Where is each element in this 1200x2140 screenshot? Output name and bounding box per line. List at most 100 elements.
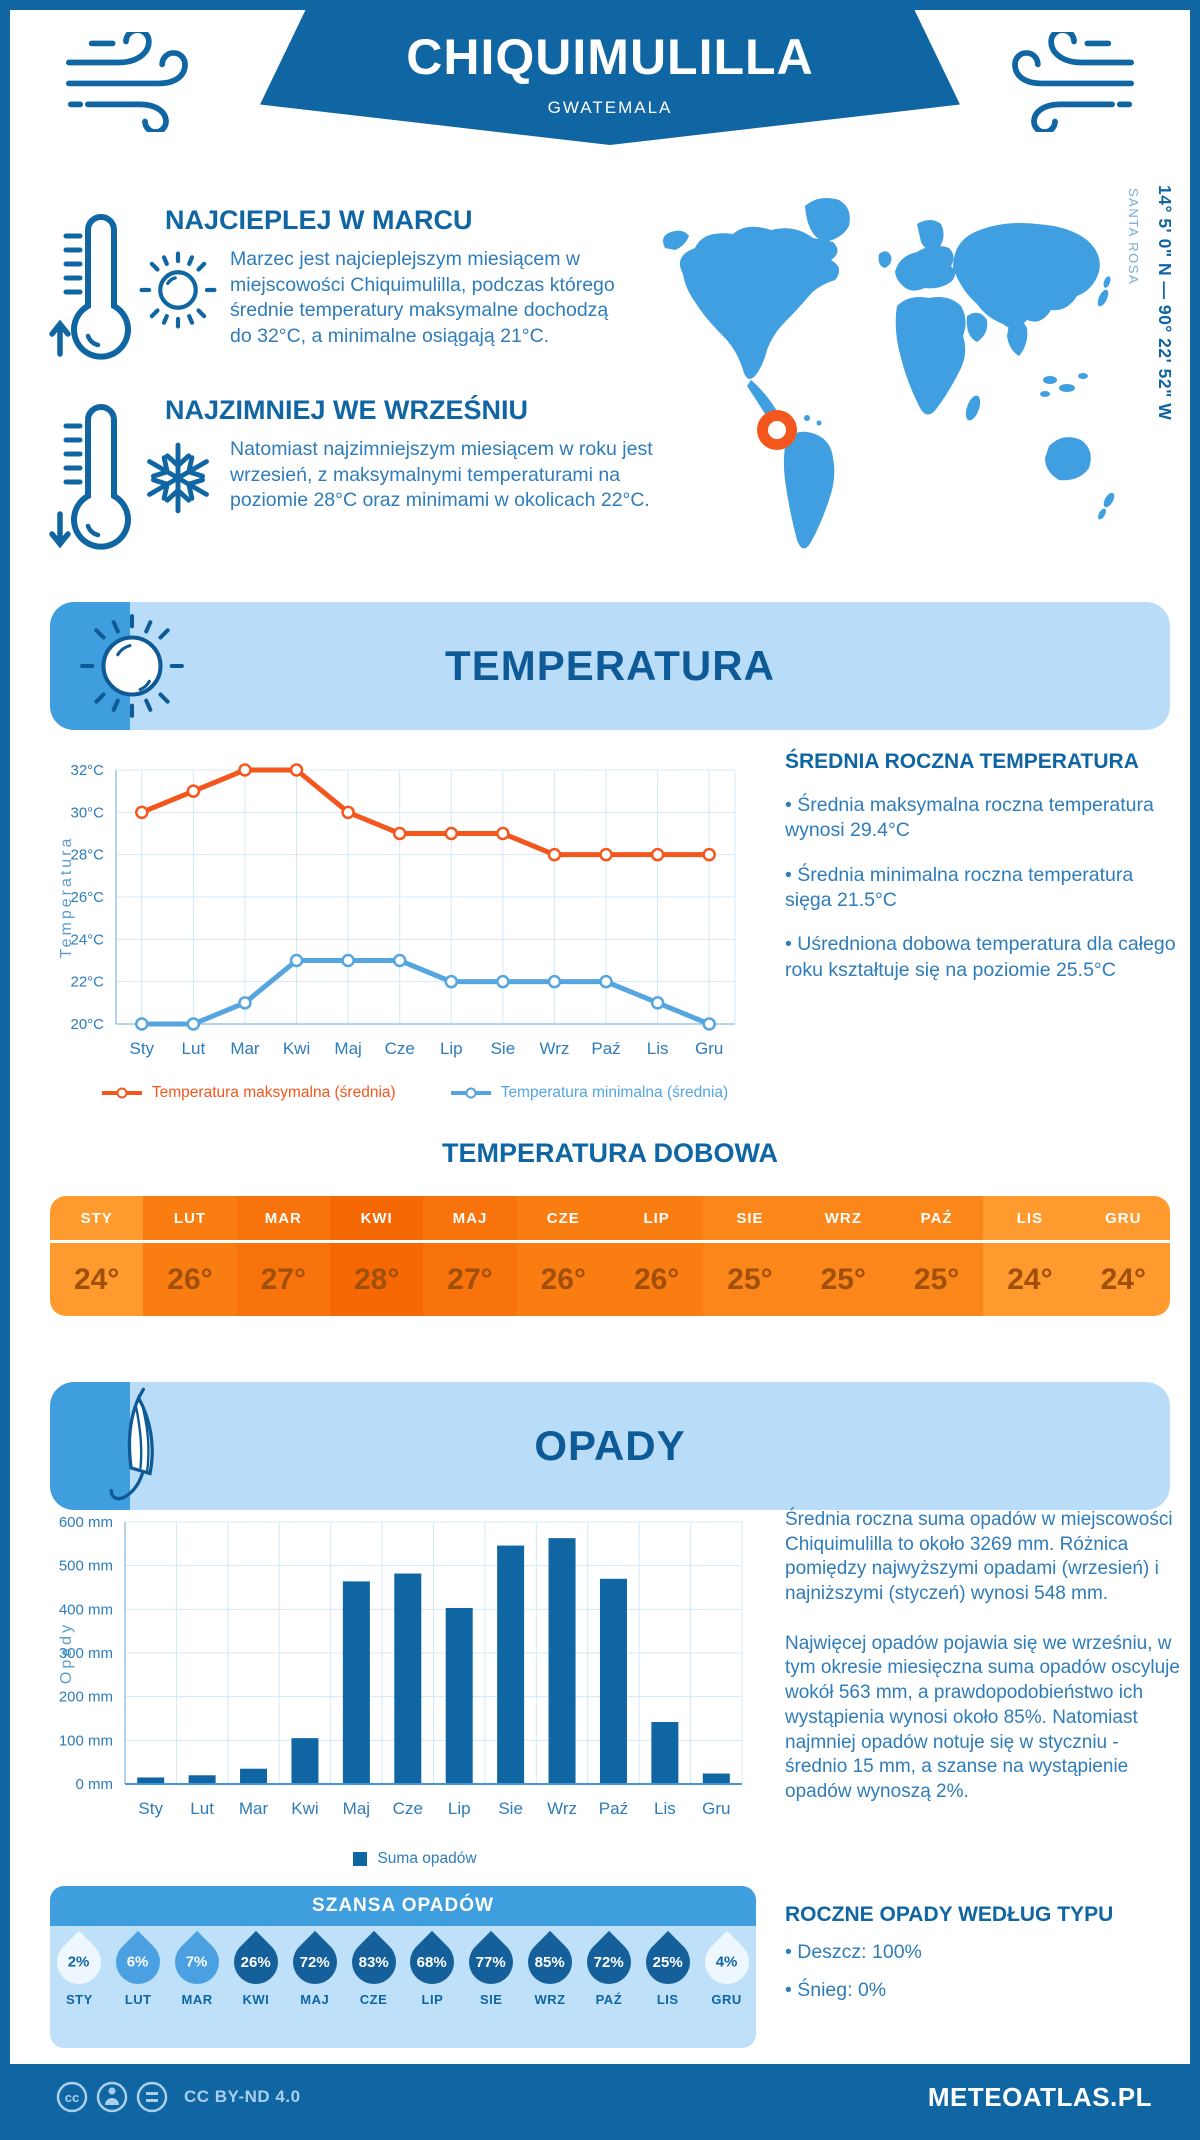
chance-slot: 2% STY (48, 1926, 111, 2048)
daily-temp-value: 24° (1007, 1262, 1053, 1296)
daily-temp-month: WRZ (796, 1196, 890, 1243)
annual-temperature-panel: ŚREDNIA ROCZNA TEMPERATURA • Średnia mak… (785, 750, 1180, 983)
chance-month: LIP (421, 1992, 444, 2007)
bar (342, 1581, 370, 1784)
droplet-icon: 68% (401, 1930, 464, 1994)
svg-text:Mar: Mar (239, 1799, 269, 1818)
svg-text:0 mm: 0 mm (76, 1776, 114, 1793)
bar (445, 1608, 473, 1784)
wind-icon (65, 32, 188, 132)
precipitation-chart-legend: Suma opadów (55, 1850, 775, 1868)
daily-temp-value: 24° (73, 1262, 120, 1296)
precipitation-chance-drops: 2% STY 6% LUT 7% MAR 26% KWI 72% MAJ 83%… (48, 1926, 758, 2048)
thermometer-up-icon (49, 214, 131, 360)
svg-text:Cze: Cze (393, 1799, 423, 1818)
droplet-icon: 72% (577, 1930, 640, 1994)
svg-text:Lut: Lut (182, 1039, 206, 1058)
license-label: CC BY-ND 4.0 (184, 2087, 301, 2106)
highlight-cold-heading: NAJZIMNIEJ WE WRZEŚNIU (165, 395, 529, 425)
svg-text:Kwi: Kwi (291, 1799, 318, 1818)
daily-temp-column: LIS 24° (983, 1196, 1077, 1316)
daily-temp-value: 26° (167, 1262, 213, 1296)
svg-text:Wrz: Wrz (540, 1039, 570, 1058)
daily-temp-month: MAJ (423, 1196, 517, 1243)
daily-temperature-heading: TEMPERATURA DOBOWA (442, 1138, 778, 1168)
daily-temp-column: LUT 26° (143, 1196, 237, 1316)
daily-temp-column: SIE 25° (703, 1196, 797, 1316)
chance-slot: 77% SIE (460, 1926, 523, 2048)
page-title: CHIQUIMULILLA (406, 29, 814, 85)
chance-slot: 83% CZE (342, 1926, 405, 2048)
precipitation-section-banner: OPADY (50, 1382, 1170, 1510)
type-bullet: • Śnieg: 0% (785, 1979, 887, 2002)
chance-slot: 7% MAR (165, 1926, 229, 2048)
daily-temp-column: CZE 26° (516, 1196, 610, 1316)
daily-temp-month: MAR (236, 1196, 330, 1243)
snowflake-icon (147, 442, 209, 514)
precipitation-paragraph: Średnia roczna suma opadów w miejscowośc… (785, 1509, 1173, 1605)
svg-text:Mar: Mar (230, 1039, 260, 1058)
site-label: METEOATLAS.PL (927, 2081, 1152, 2112)
chance-value: 68% (417, 1953, 448, 1971)
precipitation-section-title: OPADY (534, 1422, 686, 1469)
daily-temp-value: 25° (727, 1262, 773, 1296)
chance-month: CZE (359, 1992, 388, 2007)
daily-temp-column: STY 24° (50, 1196, 144, 1316)
header-banner: CHIQUIMULILLA GWATEMALA (260, 10, 960, 145)
chance-slot: 68% LIP (401, 1926, 464, 2048)
droplet-icon: 25% (636, 1930, 699, 1994)
chance-month: GRU (711, 1992, 742, 2007)
chance-month: LUT (124, 1992, 152, 2007)
bar (394, 1573, 422, 1784)
precipitation-paragraph: Najwięcej opadów pojawia się we wrześniu… (785, 1632, 1180, 1802)
highlight-cold-text: Natomiast najzimniejszym miesiącem w rok… (230, 438, 653, 512)
chance-month: PAŹ (595, 1992, 623, 2007)
precipitation-chance-panel: SZANSA OPADÓW 2% STY 6% LUT 7% MAR 26% K… (48, 1886, 758, 2048)
droplet-icon: 26% (224, 1930, 288, 1994)
chance-month: WRZ (534, 1992, 566, 2007)
cc-license-icons: cc (56, 2081, 168, 2113)
umbrella-icon (109, 1387, 154, 1501)
chance-value: 6% (127, 1953, 150, 1971)
svg-text:Lip: Lip (448, 1799, 471, 1818)
chance-value: 83% (358, 1953, 389, 1971)
annual-temperature-heading: ŚREDNIA ROCZNA TEMPERATURA (785, 750, 1139, 773)
daily-temp-value: 27° (260, 1262, 306, 1296)
svg-text:Kwi: Kwi (283, 1039, 310, 1058)
temperature-chart: 20°C 22°C 24°C 26°C 28°C 30°C 32°C Sty Lut Mar Kwi… (58, 762, 736, 1058)
bar (137, 1777, 165, 1784)
droplet-icon: 6% (107, 1930, 170, 1994)
chance-month: MAR (181, 1992, 213, 2007)
svg-text:Paź: Paź (599, 1799, 628, 1818)
precipitation-text-panel: Średnia roczna suma opadów w miejscowośc… (785, 1508, 1185, 1805)
sun-icon (80, 614, 184, 718)
svg-text:26°C: 26°C (70, 889, 104, 906)
legend-line-swatch (101, 1087, 142, 1099)
svg-text:Paź: Paź (591, 1039, 620, 1058)
daily-temp-column: MAR 27° (236, 1196, 330, 1316)
droplet-icon: 2% (48, 1930, 111, 1994)
svg-text:Lip: Lip (440, 1039, 463, 1058)
chance-slot: 85% WRZ (518, 1926, 582, 2048)
svg-text:24°C: 24°C (70, 931, 104, 948)
legend-item: Temperatura minimalna (średnia) (450, 1084, 728, 1102)
svg-text:cc: cc (65, 2090, 79, 2105)
legend-item: Temperatura maksymalna (średnia) (101, 1084, 396, 1102)
highlight-warm-heading: NAJCIEPLEJ W MARCU (165, 205, 473, 235)
svg-text:20°C: 20°C (70, 1016, 104, 1033)
bar (291, 1738, 319, 1784)
chance-slot: 6% LUT (107, 1926, 170, 2048)
chance-value: 25% (652, 1953, 683, 1971)
chance-value: 85% (535, 1953, 566, 1971)
chance-month: SIE (479, 1992, 503, 2007)
daily-temp-month: LIP (609, 1196, 704, 1243)
chance-slot: 25% LIS (636, 1926, 699, 2048)
daily-temp-month: CZE (516, 1196, 610, 1243)
daily-temp-month: PAŹ (889, 1196, 984, 1243)
svg-text:400 mm: 400 mm (59, 1601, 113, 1618)
svg-text:Gru: Gru (702, 1799, 730, 1818)
region-label: SANTA ROSA (1126, 188, 1141, 286)
svg-text:Maj: Maj (334, 1039, 361, 1058)
daily-temp-column: GRU 24° (1076, 1196, 1170, 1316)
